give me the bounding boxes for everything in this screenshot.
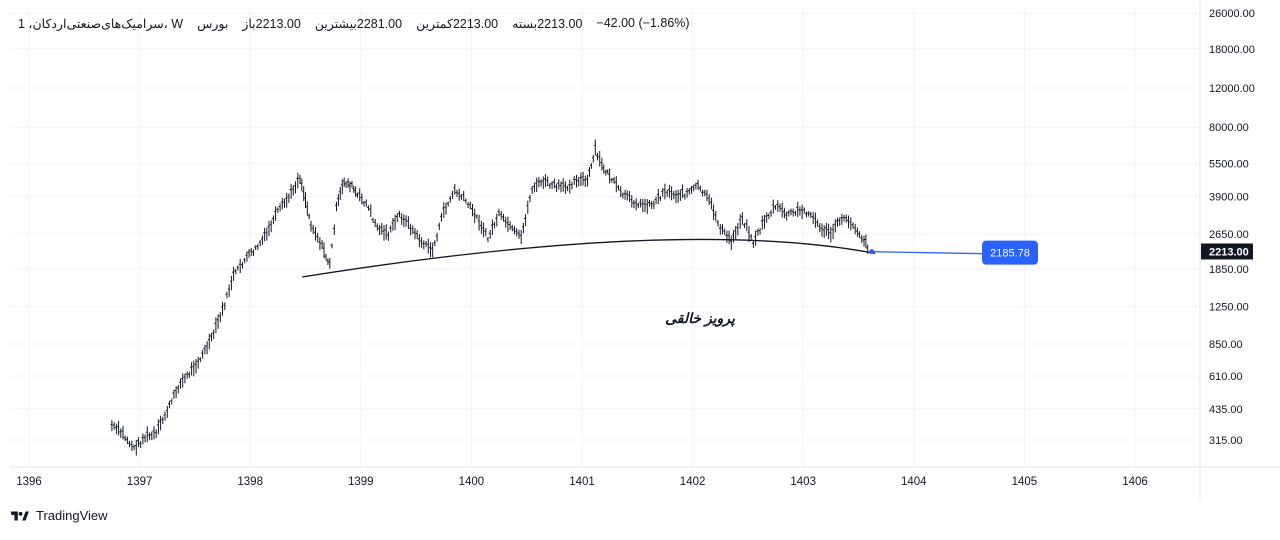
price-tick-label: 26000.00: [1209, 8, 1255, 20]
time-tick-label: 1396: [16, 476, 42, 488]
time-tick-label: 1405: [1012, 476, 1038, 488]
legend-symbol[interactable]: سرامیک‌های‌صنعتی‌اردکان، 1، W: [18, 17, 184, 31]
time-tick-label: 1401: [569, 476, 595, 488]
last-price-label: 2213.00: [1209, 246, 1249, 258]
price-tick-label: 2650.00: [1209, 229, 1249, 241]
legend-change: −42.00 (−1.86%): [596, 16, 690, 30]
curved-trendline: [302, 238, 876, 278]
price-bars: [110, 139, 869, 456]
last-price-box: [1201, 243, 1253, 260]
time-tick-label: 1398: [237, 476, 263, 488]
price-tick-label: 8000.00: [1209, 122, 1249, 134]
legend-close: بسته2213.00: [512, 17, 583, 31]
legend-open: باز2213.00: [242, 17, 301, 31]
ray-anchor-point: [869, 249, 875, 255]
marker-label-box: [982, 240, 1038, 265]
time-tick-label: 1402: [680, 476, 706, 488]
tradingview-brand[interactable]: TradingView: [10, 508, 108, 523]
axes: 315.00 435.00 610.00 850.00 1250.00 1850.00 26…: [10, 0, 1280, 500]
tradingview-logo-icon: [11, 511, 29, 520]
annotation-text: پرویز خالقی: [665, 310, 736, 327]
legend-low: کمترین2213.00: [416, 17, 499, 31]
price-tick-label: 1850.00: [1209, 264, 1249, 276]
price-tick-label: 1250.00: [1209, 302, 1249, 314]
drawings: 2185.78 پرویز خالقی: [302, 238, 1038, 327]
price-tick-label: 315.00: [1209, 435, 1243, 447]
symbol-legend: سرامیک‌های‌صنعتی‌اردکان، 1، W بورس باز22…: [18, 16, 690, 31]
brand-label: TradingView: [36, 508, 108, 523]
price-tick-label: 5500.00: [1209, 158, 1249, 170]
price-tick-label: 610.00: [1209, 371, 1243, 383]
legend-high: بیشترین2281.00: [314, 17, 403, 31]
price-tick-label: 18000.00: [1209, 44, 1255, 56]
price-tick-label: 3900.00: [1209, 192, 1249, 204]
time-tick-label: 1397: [127, 476, 153, 488]
legend-exchange: بورس: [197, 17, 229, 31]
price-tick-label: 850.00: [1209, 339, 1243, 351]
time-tick-label: 1400: [459, 476, 485, 488]
horizontal-ray: [871, 251, 985, 255]
price-tick-label: 12000.00: [1209, 83, 1255, 95]
time-tick-label: 1399: [348, 476, 374, 488]
time-tick-label: 1406: [1122, 476, 1148, 488]
time-tick-label: 1404: [901, 476, 927, 488]
time-tick-label: 1403: [790, 476, 816, 488]
marker-label-text: 2185.78: [990, 248, 1030, 260]
price-tick-label: 435.00: [1209, 404, 1243, 416]
grid: [10, 8, 1200, 467]
